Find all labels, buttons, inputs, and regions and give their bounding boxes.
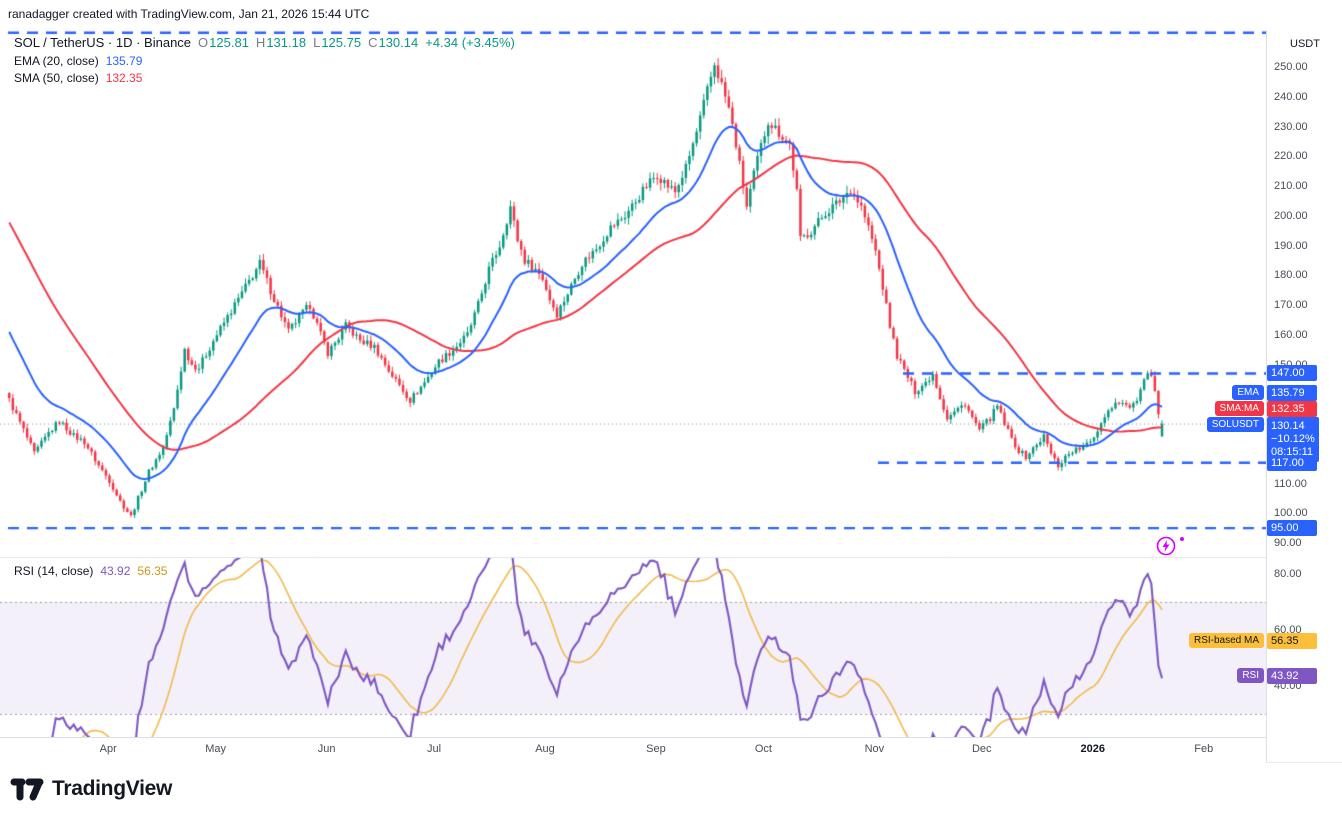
price-tick-label: 210.00: [1274, 180, 1308, 192]
ohlc-low: L 125.75: [313, 35, 362, 50]
ema-legend[interactable]: EMA (20, close) 135.79: [14, 54, 142, 68]
time-axis-label: Feb: [1194, 743, 1214, 755]
last-price: 130.14: [1271, 420, 1305, 432]
time-axis-label: Oct: [754, 743, 772, 755]
ema-legend-value: 135.79: [105, 54, 143, 68]
tradingview-logo-text: TradingView: [52, 777, 173, 800]
time-axis-label: Apr: [99, 743, 117, 755]
time-axis-label: 2026: [1080, 743, 1105, 755]
rsi-ma-axis-tag: RSI-based MA: [1188, 633, 1264, 648]
ohlc-open: O 125.81: [198, 35, 249, 50]
time-axis-label: Nov: [864, 743, 885, 755]
time-axis-label: Jun: [317, 743, 336, 755]
lightning-icon[interactable]: [1156, 536, 1176, 556]
price-tick-label: 160.00: [1274, 328, 1308, 341]
rsi-legend-label: RSI (14, close): [14, 564, 94, 578]
price-tick-label: 190.00: [1274, 239, 1308, 252]
rsi-legend-value: 43.92: [100, 564, 131, 578]
symbol-title[interactable]: SOL / TetherUS · 1D · Binance: [14, 35, 192, 50]
ema-axis-value: 135.79: [1267, 385, 1317, 401]
rsi-axis-tag: RSI: [1237, 668, 1264, 683]
rsi-axis-value: 43.92: [1267, 668, 1317, 684]
rsi-ma-axis-value: 56.35: [1267, 633, 1317, 649]
rsi-tick-label: 80.00: [1274, 568, 1302, 580]
price-tick-label: 110.00: [1274, 477, 1307, 490]
sma-axis-tag: SMA:MA: [1214, 401, 1264, 416]
time-axis[interactable]: Apr May Jun Jul Aug Sep Oct Nov Dec 2026 Feb: [0, 737, 1266, 763]
axis-unit-label: USDT: [1290, 38, 1320, 50]
ema-legend-label: EMA (20, close): [14, 54, 99, 68]
rsi-legend[interactable]: RSI (14, close) 43.92 56.35: [14, 564, 167, 578]
change-percent: −10.12%: [1271, 433, 1315, 445]
ohlc-high: H 131.18: [255, 35, 307, 50]
attribution-text: ranadagger created with TradingView.com,…: [8, 7, 370, 21]
sma-legend-value: 132.35: [105, 71, 143, 85]
tradingview-logo-icon: [10, 778, 44, 801]
price-tick-label: 240.00: [1274, 90, 1308, 103]
sma-legend-label: SMA (50, close): [14, 71, 99, 85]
price-tick-label: 100.00: [1274, 507, 1308, 520]
ema-axis-tag: EMA: [1232, 385, 1264, 400]
time-axis-label: Sep: [646, 743, 666, 755]
level-117-badge: 117.00: [1267, 455, 1317, 471]
rsi-ma-legend-value: 56.35: [137, 564, 168, 578]
time-axis-label: May: [205, 743, 227, 755]
ohlc-close: C 130.14: [368, 35, 419, 50]
price-tick-label: 200.00: [1274, 209, 1308, 222]
change-label: +4.34 (+3.45%): [425, 35, 515, 50]
time-axis-label: Aug: [535, 743, 555, 755]
level-95-badge: 95.00: [1267, 520, 1317, 536]
time-axis-label: Dec: [971, 743, 992, 755]
anchor-dot-icon: [1180, 537, 1184, 541]
sma-legend[interactable]: SMA (50, close) 132.35: [14, 71, 142, 85]
price-tick-label: 250.00: [1274, 61, 1308, 73]
price-tick-label: 170.00: [1274, 299, 1308, 311]
tradingview-logo[interactable]: TradingView: [10, 776, 172, 802]
sma-axis-value: 132.35: [1267, 401, 1317, 417]
price-tick-label: 90.00: [1274, 537, 1302, 549]
price-tick-label: 230.00: [1274, 120, 1308, 133]
chart-canvas[interactable]: [0, 30, 1266, 737]
level-147-badge: 147.00: [1267, 365, 1317, 381]
time-axis-label: Jul: [426, 743, 442, 755]
symbol-axis-tag: SOLUSDT: [1206, 417, 1264, 432]
price-tick-label: 180.00: [1274, 269, 1308, 282]
price-tick-label: 220.00: [1274, 150, 1308, 163]
